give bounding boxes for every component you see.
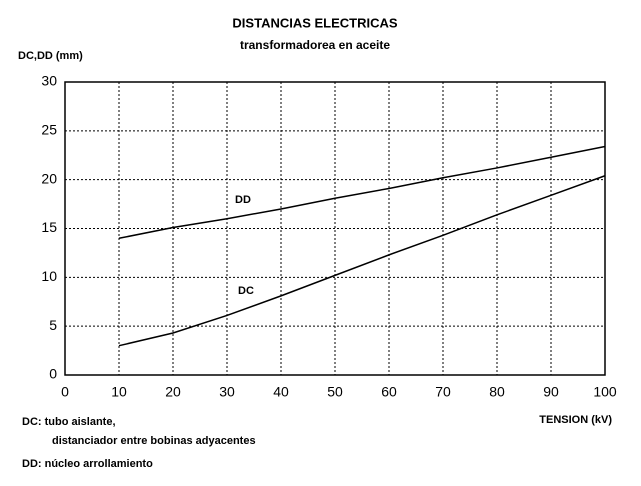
chart-title: DISTANCIAS ELECTRICAS [232,15,397,30]
series-line [118,145,606,240]
note: DD: núcleo arrollamiento [22,458,153,470]
series-label: DC [238,285,254,297]
x-axis-label: TENSION (kV) [539,414,612,426]
y-tick-label: 5 [49,317,57,333]
y-tick-label: 30 [41,73,57,89]
y-tick-label: 25 [41,122,57,138]
x-tick-label: 60 [381,384,397,400]
x-tick-label: 100 [593,384,617,400]
chart-subtitle: transformadorea en aceite [240,38,390,52]
plot-frame [64,81,606,376]
note: distanciador entre bobinas adyacentes [52,435,256,447]
x-tick-label: 70 [435,384,451,400]
y-tick-label: 0 [49,366,57,382]
y-tick-label: 10 [41,268,57,284]
x-tick-label: 40 [273,384,289,400]
x-tick-label: 20 [165,384,181,400]
x-tick-label: 0 [61,384,69,400]
y-tick-label: 15 [41,219,57,235]
x-tick-label: 30 [219,384,235,400]
x-tick-label: 50 [327,384,343,400]
series-line [118,175,606,347]
x-tick-label: 90 [543,384,559,400]
y-tick-label: 20 [41,170,57,186]
note: DC: tubo aislante, [22,416,116,428]
x-tick-label: 10 [111,384,127,400]
x-tick-label: 80 [489,384,505,400]
series-label: DD [235,194,251,206]
y-axis-label: DC,DD (mm) [18,50,83,62]
